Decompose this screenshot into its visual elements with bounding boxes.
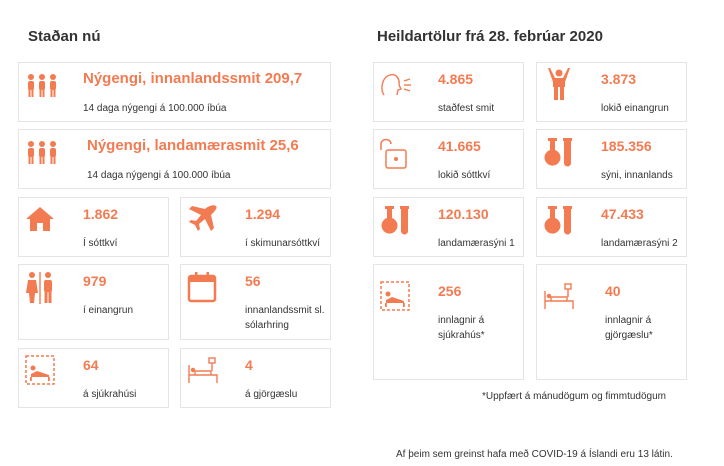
hospital-card: 64 á sjúkrahúsi: [18, 348, 169, 408]
border-samples-1-value: 120.130: [438, 206, 489, 222]
sick-face-icon: [381, 73, 411, 96]
airplane-icon: [189, 205, 217, 231]
domestic-samples-card: 185.356 sýni, innanlands: [536, 129, 687, 189]
isolation-value: 979: [83, 273, 107, 289]
people-group-icon: [28, 141, 56, 164]
finished-isolation-card: 3.873 lokið einangrun: [536, 62, 687, 122]
hospital-value: 64: [83, 357, 99, 373]
incidence-border-card: Nýgengi, landamærasmit 25,6 14 daga nýge…: [18, 129, 331, 189]
isolation-card: 979 í einangrun: [18, 264, 169, 340]
incidence-domestic-card: Nýgengi, innanlandssmit 209,7 14 daga ný…: [18, 62, 331, 122]
test-tubes-icon: [381, 206, 409, 235]
border-samples-2-value: 47.433: [601, 206, 644, 222]
quarantine-card: 1.862 Í sóttkví: [18, 197, 169, 257]
screening-quarantine-label: í skimunarsóttkví: [245, 238, 321, 249]
border-samples-1-label: landamærasýni 1: [438, 238, 515, 249]
deaths-footer: Af þeim sem greinst hafa með COVID-19 á …: [396, 449, 673, 460]
confirmed-value: 4.865: [438, 71, 474, 87]
domestic-infections-card: 56 innanlandssmit sl. sólarhring: [180, 264, 331, 340]
confirmed-label: staðfest smit: [438, 103, 495, 114]
icu-admissions-value: 40: [605, 283, 621, 299]
hospital-admissions-card: 256 innlagnir á sjúkrahús*: [373, 264, 524, 380]
icu-label: á gjörgæslu: [245, 389, 298, 400]
finished-quarantine-label: lokið sóttkví: [438, 170, 491, 181]
left-heading: Staðan nú: [28, 28, 101, 45]
screening-quarantine-card: 1.294 í skimunarsóttkví: [180, 197, 331, 257]
incidence-domestic-label: 14 daga nýgengi á 100.000 íbúa: [83, 103, 227, 114]
border-samples-2-label: landamærasýni 2: [601, 238, 678, 249]
incidence-border-label: 14 daga nýgengi á 100.000 íbúa: [87, 170, 231, 181]
finished-quarantine-card: 41.665 lokið sóttkví: [373, 129, 524, 189]
icu-bed-icon: [188, 357, 218, 383]
hospital-admissions-label: innlagnir á sjúkrahús*: [438, 315, 485, 341]
domestic-infections-label: innanlandssmit sl. sólarhring: [245, 305, 325, 331]
icu-admissions-label: innlagnir á gjörgæslu*: [605, 315, 653, 341]
test-tubes-icon: [544, 138, 572, 167]
border-samples-1-card: 120.130 landamærasýni 1: [373, 197, 524, 257]
icu-value: 4: [245, 357, 253, 373]
border-samples-2-card: 47.433 landamærasýni 2: [536, 197, 687, 257]
test-tubes-icon: [544, 206, 572, 235]
icu-bed-icon: [544, 283, 574, 309]
icu-card: 4 á gjörgæslu: [180, 348, 331, 408]
right-heading: Heildartölur frá 28. febrúar 2020: [377, 28, 603, 45]
quarantine-value: 1.862: [83, 206, 119, 222]
house-icon: [26, 207, 54, 231]
quarantine-label: Í sóttkví: [83, 238, 118, 249]
calendar-icon: [187, 272, 217, 303]
domestic-samples-value: 185.356: [601, 138, 652, 154]
hospital-admissions-value: 256: [438, 283, 462, 299]
isolated-people-icon: [26, 272, 52, 304]
update-footnote: *Uppfært á mánudögum og fimmtudögum: [482, 391, 666, 402]
screening-quarantine-value: 1.294: [245, 206, 281, 222]
icu-admissions-card: 40 innlagnir á gjörgæslu*: [536, 264, 687, 380]
unlocked-padlock-icon: [380, 138, 407, 169]
domestic-infections-value: 56: [245, 273, 261, 289]
finished-isolation-value: 3.873: [601, 71, 637, 87]
hospital-bed-icon: [25, 355, 55, 385]
isolation-label: í einangrun: [83, 305, 134, 316]
incidence-border-value: Nýgengi, landamærasmit 25,6: [87, 137, 299, 154]
hospital-bed-icon: [380, 281, 410, 311]
finished-quarantine-value: 41.665: [438, 138, 481, 154]
domestic-samples-label: sýni, innanlands: [601, 170, 673, 181]
people-group-icon: [28, 74, 56, 97]
person-arms-up-icon: [548, 68, 570, 100]
incidence-domestic-value: Nýgengi, innanlandssmit 209,7: [83, 70, 303, 87]
confirmed-card: 4.865 staðfest smit: [373, 62, 524, 122]
hospital-label: á sjúkrahúsi: [83, 389, 137, 400]
finished-isolation-label: lokið einangrun: [601, 103, 669, 114]
